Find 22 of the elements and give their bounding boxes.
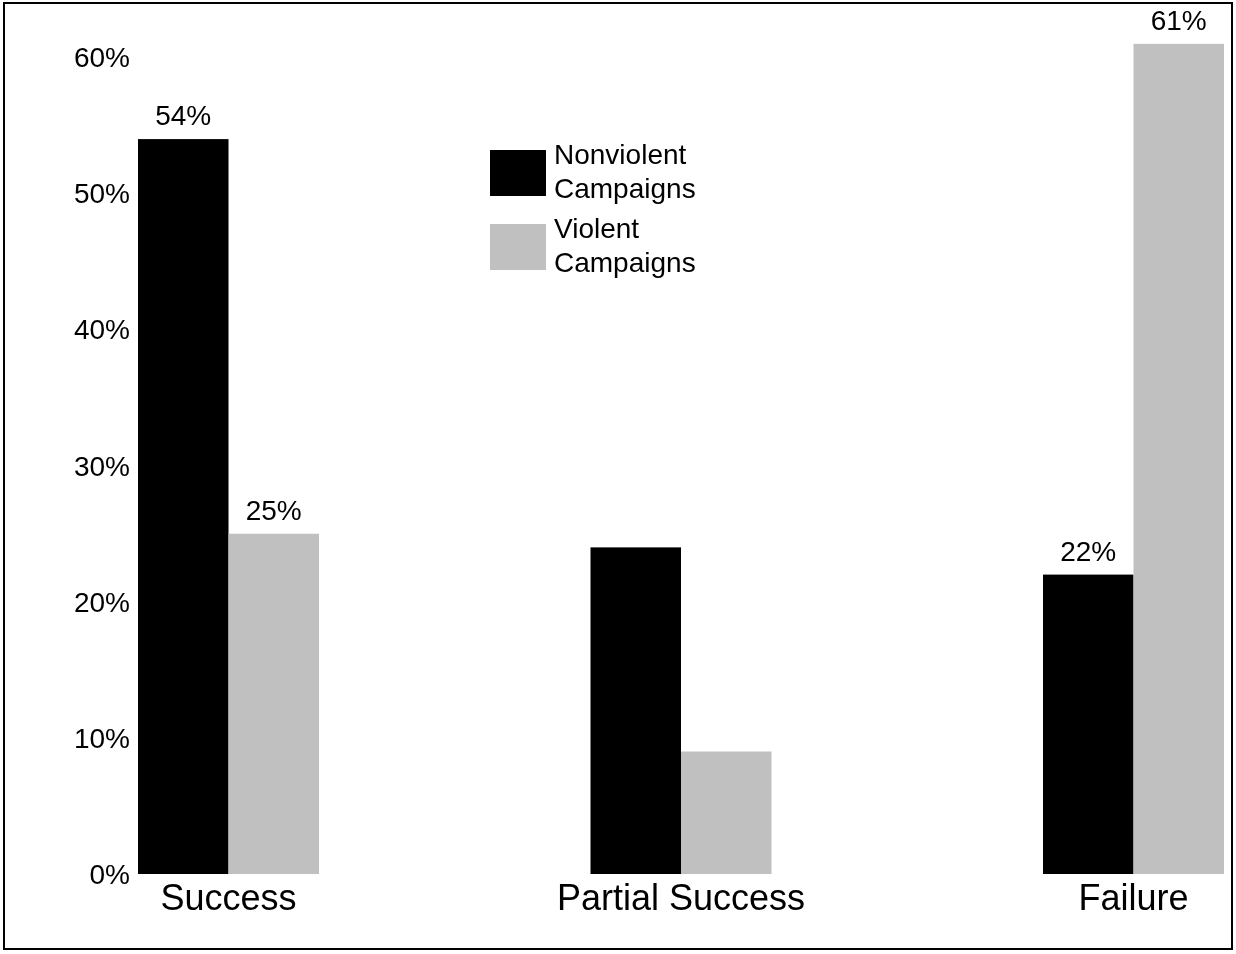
data-label: 22% bbox=[1060, 535, 1117, 567]
y-tick-label: 10% bbox=[73, 722, 130, 754]
y-tick-label: 60% bbox=[73, 42, 130, 74]
x-tick-label: Success bbox=[160, 877, 297, 918]
legend-label: Nonviolent Campaigns bbox=[554, 139, 696, 204]
bar bbox=[138, 139, 229, 874]
bar bbox=[681, 751, 772, 874]
data-label: 54% bbox=[155, 100, 212, 132]
bar bbox=[1043, 574, 1134, 874]
y-tick-label: 20% bbox=[73, 586, 130, 618]
x-tick-label: Failure bbox=[1078, 877, 1189, 918]
y-tick-label: 40% bbox=[73, 314, 130, 346]
bar bbox=[1133, 43, 1224, 874]
y-tick-label: 0% bbox=[89, 858, 130, 890]
legend-label: Violent Campaigns bbox=[554, 213, 696, 278]
x-tick-label: Partial Success bbox=[556, 877, 806, 918]
y-tick-label: 50% bbox=[73, 178, 130, 210]
bar bbox=[228, 533, 319, 874]
data-label: 25% bbox=[245, 494, 302, 526]
data-label: 61% bbox=[1150, 4, 1207, 36]
bar bbox=[590, 547, 681, 874]
y-tick-label: 30% bbox=[73, 450, 130, 482]
